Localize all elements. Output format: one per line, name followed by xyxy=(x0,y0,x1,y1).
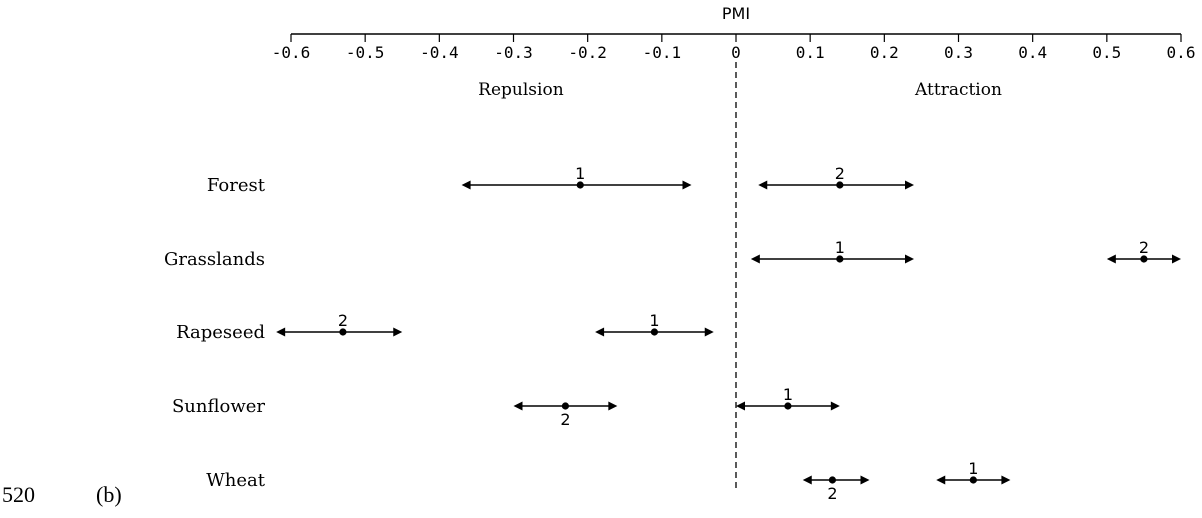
interval-arrow-right xyxy=(682,180,692,190)
interval-label: 2 xyxy=(827,484,837,503)
interval-label: 2 xyxy=(338,311,348,330)
interval-mean-point xyxy=(576,181,584,189)
interval-mean-point xyxy=(836,255,844,263)
interval-label: 2 xyxy=(835,164,845,183)
interval-arrow-right xyxy=(905,254,914,264)
interval-arrow-left xyxy=(1106,254,1116,264)
interval-mean-point xyxy=(339,328,347,336)
interval-mean-point xyxy=(561,402,570,410)
x-tick-label: -0.5 xyxy=(346,43,385,62)
category-label: Forest xyxy=(207,175,266,196)
x-tick-label: 0.5 xyxy=(1092,43,1121,62)
interval-label: 2 xyxy=(560,410,570,429)
line-number: 520 xyxy=(2,482,35,507)
interval-mean-point xyxy=(1140,255,1148,263)
interval-arrow-right xyxy=(608,401,618,411)
x-tick-label: -0.2 xyxy=(568,43,607,62)
x-tick-label: 0 xyxy=(731,43,741,62)
x-tick-label: 0.6 xyxy=(1167,43,1196,62)
interval-arrow-left xyxy=(276,327,286,337)
x-tick-label: -0.4 xyxy=(420,43,459,62)
panel-label: (b) xyxy=(96,482,122,507)
attraction-label: Attraction xyxy=(914,80,1002,100)
interval-label: 2 xyxy=(1139,238,1149,257)
category-label: Rapeseed xyxy=(176,322,265,343)
x-tick-label: -0.3 xyxy=(494,43,533,62)
x-tick-label: 0.3 xyxy=(944,43,973,62)
repulsion-label: Repulsion xyxy=(478,80,564,100)
interval-mean-point xyxy=(969,476,977,484)
interval-label: 1 xyxy=(575,164,585,183)
interval-mean-point xyxy=(836,181,844,189)
interval-arrow-left xyxy=(758,180,768,190)
interval-arrow-right xyxy=(830,401,840,411)
category-label: Wheat xyxy=(206,470,265,491)
interval-arrow-right xyxy=(704,327,714,337)
interval-mean-point xyxy=(828,476,837,484)
interval-label: 1 xyxy=(649,311,659,330)
interval-mean-point xyxy=(784,402,792,410)
interval-arrow-left xyxy=(461,180,471,190)
interval-label: 1 xyxy=(968,459,978,478)
x-axis-title: PMI xyxy=(722,4,750,23)
interval-arrow-left xyxy=(595,327,605,337)
x-tick-label: -0.1 xyxy=(643,43,682,62)
x-tick-label: 0.4 xyxy=(1018,43,1047,62)
interval-arrow-right xyxy=(905,180,914,190)
interval-arrow-left xyxy=(750,254,760,264)
category-label: Grasslands xyxy=(164,249,265,270)
category-label: Sunflower xyxy=(172,396,265,417)
interval-label: 1 xyxy=(783,385,793,404)
x-tick-label: -0.6 xyxy=(272,43,311,62)
interval-arrow-left xyxy=(936,475,946,485)
interval-arrow-right xyxy=(1001,475,1011,485)
interval-arrow-left xyxy=(802,475,812,485)
interval-label: 1 xyxy=(835,238,845,257)
x-tick-label: 0.2 xyxy=(870,43,899,62)
interval-arrow-right xyxy=(860,475,870,485)
x-tick-label: 0.1 xyxy=(796,43,825,62)
interval-arrow-right xyxy=(1172,254,1181,264)
interval-arrow-left xyxy=(513,401,523,411)
interval-arrow-right xyxy=(393,327,403,337)
interval-arrow-left xyxy=(736,401,745,411)
interval-mean-point xyxy=(650,328,659,336)
